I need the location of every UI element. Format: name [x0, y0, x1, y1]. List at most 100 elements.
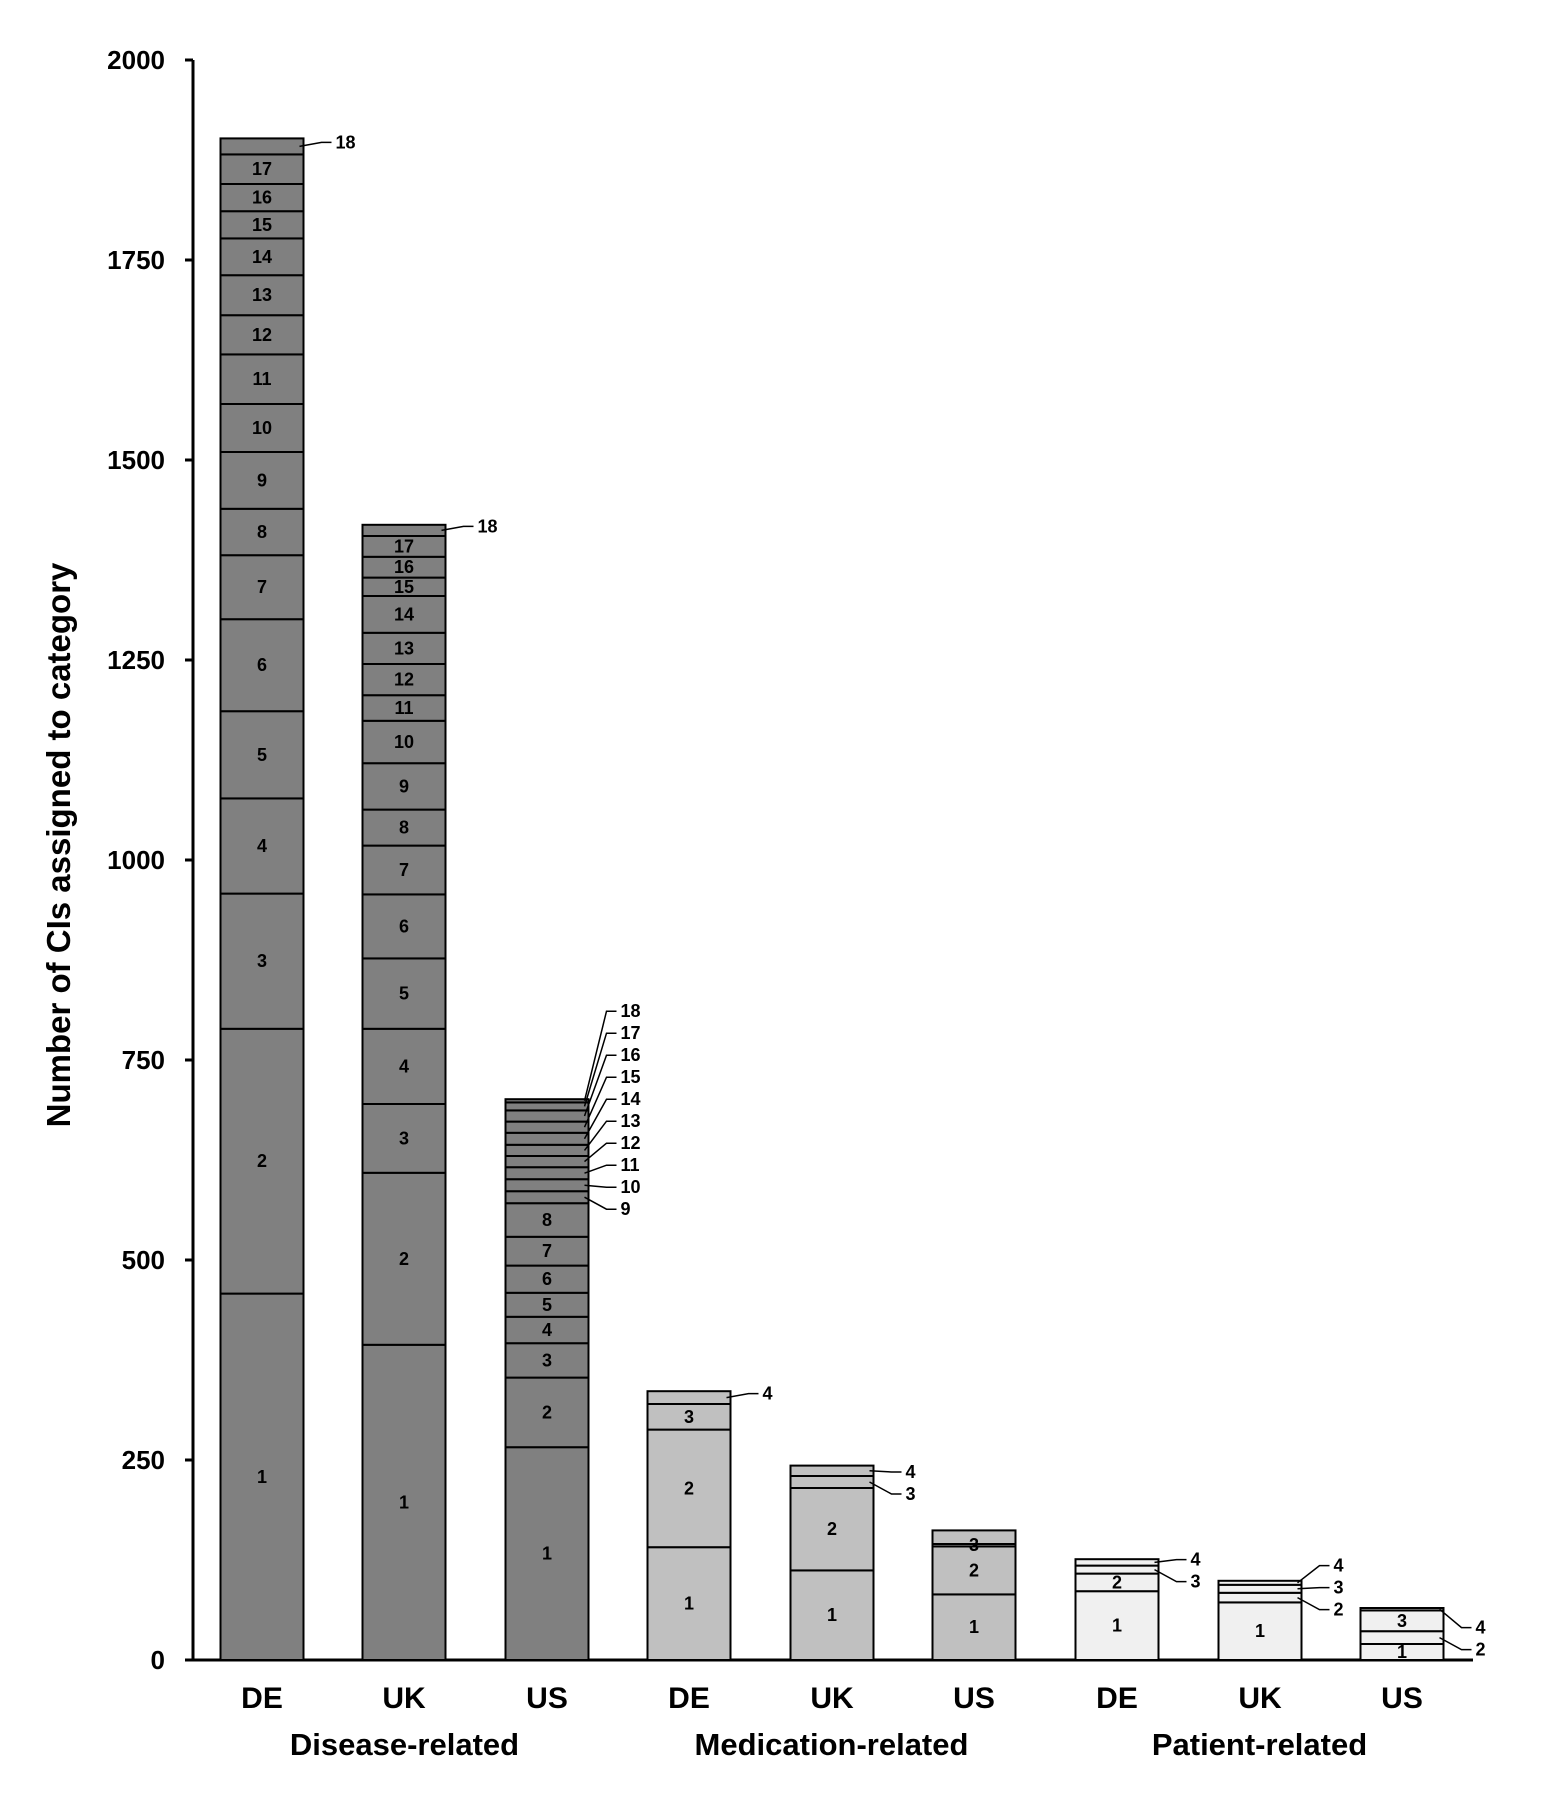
x-tick-label: US	[526, 1682, 568, 1715]
segment-label: 7	[257, 577, 267, 597]
bar-disease-relateduk	[361, 523, 447, 1662]
callout-leader	[583, 1098, 617, 1140]
segment-label: 5	[542, 1295, 552, 1315]
segment-label: 1	[1112, 1616, 1122, 1636]
callout-leader	[584, 1196, 617, 1210]
callout-leader	[1154, 1568, 1187, 1583]
bar-segment	[1074, 1558, 1160, 1567]
y-tick-label: 250	[122, 1445, 165, 1475]
bar-segment	[504, 1143, 590, 1158]
callout-label: 2	[1476, 1640, 1486, 1660]
segment-label: 2	[1112, 1572, 1122, 1592]
callout-label: 9	[621, 1199, 631, 1219]
bar-segment	[504, 1120, 590, 1134]
callout-leader	[584, 1184, 617, 1188]
bar-segment	[361, 957, 447, 1030]
bar-segment	[361, 663, 447, 697]
bar-segment	[504, 1178, 590, 1193]
bar-segment	[1217, 1579, 1303, 1586]
segment-label: 6	[257, 655, 267, 675]
bar-segment	[361, 719, 447, 765]
bar-disease-relatedde	[219, 137, 305, 1661]
callout-label: 4	[1191, 1550, 1201, 1570]
segment-label: 5	[399, 984, 409, 1004]
callout-leader	[584, 1164, 617, 1174]
segment-label: 2	[257, 1151, 267, 1171]
group-label: Disease-related	[290, 1727, 519, 1762]
bar-segment	[646, 1546, 732, 1661]
bar-segment	[931, 1545, 1017, 1596]
bar-segment	[361, 595, 447, 634]
segment-label: 1	[827, 1605, 837, 1625]
callout-leader	[1439, 1636, 1472, 1651]
callout-label: 15	[621, 1067, 641, 1087]
y-tick-label: 1500	[107, 445, 165, 475]
bar-segment	[789, 1475, 875, 1489]
segment-label: 4	[257, 836, 267, 856]
callout-leader	[583, 1010, 617, 1101]
group-label: Patient-related	[1152, 1727, 1367, 1762]
segment-label: 1	[542, 1544, 552, 1564]
segment-label: 12	[394, 670, 414, 690]
callout-leader	[1297, 1596, 1330, 1611]
callout-label: 4	[1334, 1556, 1344, 1576]
bar-segment	[504, 1109, 590, 1123]
bar-segment	[219, 1027, 305, 1295]
segment-label: 1	[1397, 1642, 1407, 1662]
bar-segment	[361, 694, 447, 722]
labels: 123456789101112131415161718DE12345678910…	[241, 132, 1485, 1762]
bar-segment	[1074, 1590, 1160, 1661]
bar-segment	[504, 1190, 590, 1205]
segment-label: 3	[684, 1407, 694, 1427]
bar-segment	[361, 808, 447, 847]
x-tick-label: DE	[668, 1682, 710, 1715]
segment-label: 13	[252, 285, 272, 305]
bar-patient-relateduk	[1217, 1579, 1303, 1662]
bar-patient-relatedde	[1074, 1558, 1160, 1661]
segment-label: 9	[399, 776, 409, 796]
segment-label: 5	[257, 745, 267, 765]
callout-leader	[299, 141, 332, 148]
y-tick-label: 1250	[107, 645, 165, 675]
x-tick-label: UK	[810, 1682, 854, 1715]
segment-label: 1	[969, 1617, 979, 1637]
segment-label: 3	[1397, 1611, 1407, 1631]
x-tick-label: DE	[1096, 1682, 1138, 1715]
x-tick-label: US	[953, 1682, 995, 1715]
x-tick-label: UK	[1238, 1682, 1282, 1715]
bar-segment	[504, 1342, 590, 1379]
callout-label: 3	[906, 1484, 916, 1504]
callout-leader	[1297, 1564, 1330, 1584]
bar-medication-relateduk	[789, 1464, 875, 1662]
y-tick-label: 0	[151, 1645, 165, 1675]
segment-label: 3	[969, 1535, 979, 1555]
bar-segment	[504, 1098, 590, 1104]
bar-segment	[504, 1264, 590, 1294]
bar-segment	[504, 1315, 590, 1345]
bar-segment	[789, 1487, 875, 1572]
segment-label: 15	[252, 215, 272, 235]
segment-label: 2	[827, 1519, 837, 1539]
segment-label: 14	[394, 604, 414, 624]
segment-label: 8	[257, 522, 267, 542]
bar-segment	[219, 797, 305, 895]
bar-segment	[219, 1292, 305, 1661]
segment-label: 1	[399, 1492, 409, 1512]
segment-label: 2	[969, 1560, 979, 1580]
callout-label: 3	[1191, 1572, 1201, 1592]
callout-leader	[583, 1054, 617, 1117]
callout-leader	[583, 1076, 617, 1128]
bar-medication-relatedus	[931, 1529, 1017, 1662]
segment-label: 8	[399, 818, 409, 838]
segment-label: 14	[252, 247, 272, 267]
callout-label: 2	[1334, 1600, 1344, 1620]
group-label: Medication-related	[695, 1727, 969, 1762]
callout-label: 13	[621, 1111, 641, 1131]
bar-segment	[931, 1593, 1017, 1662]
segment-label: 7	[542, 1241, 552, 1261]
bar-segment	[1217, 1591, 1303, 1604]
bar-segment	[504, 1166, 590, 1181]
bar-segment	[504, 1131, 590, 1146]
callout-label: 12	[621, 1133, 641, 1153]
